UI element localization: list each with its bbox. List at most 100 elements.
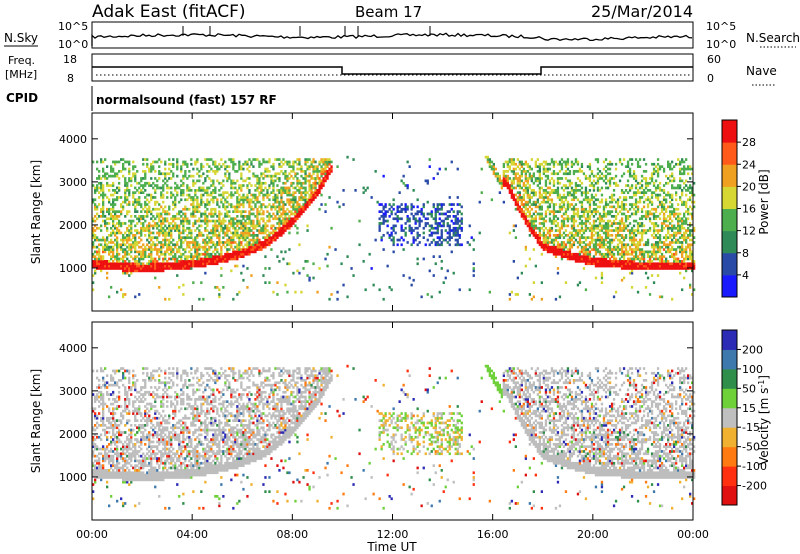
power-cell: [644, 181, 648, 185]
power-cell: [434, 207, 437, 211]
power-cell: [278, 260, 281, 263]
power-cell: [304, 260, 307, 263]
power-cell: [422, 236, 425, 239]
power-cell: [436, 229, 439, 232]
power-cell: [306, 260, 309, 263]
power-cell: [556, 162, 560, 166]
power-cell: [542, 191, 545, 194]
power-cell: [582, 248, 586, 251]
power-cell: [566, 248, 570, 251]
power-cell: [592, 207, 596, 211]
power-cell: [156, 269, 159, 273]
power-cell: [214, 224, 217, 228]
power-cell: [582, 222, 586, 225]
power-cell: [162, 257, 165, 261]
power-cell: [224, 260, 227, 263]
power-cell: [280, 160, 283, 164]
power-cell: [226, 257, 229, 261]
power-cell: [130, 219, 133, 223]
power-cell: [320, 174, 323, 178]
power-cell: [550, 210, 554, 213]
power-cell: [198, 248, 201, 251]
power-cell: [550, 189, 554, 192]
power-cell: [190, 236, 193, 239]
power-cell: [296, 269, 299, 273]
power-cell: [112, 170, 115, 173]
power-cell: [292, 165, 295, 168]
power-cell: [244, 226, 247, 230]
power-cell: [236, 245, 239, 249]
power-cell: [294, 191, 297, 194]
power-cell: [226, 224, 229, 228]
power-cell: [258, 212, 261, 216]
power-cell: [208, 200, 211, 204]
power-cell: [212, 255, 215, 258]
power-cell: [280, 229, 283, 232]
power-cell: [138, 260, 141, 263]
power-cell: [630, 236, 634, 239]
power-cell: [634, 210, 638, 213]
power-cell: [276, 177, 279, 180]
power-cell: [646, 252, 650, 256]
power-cell: [102, 212, 105, 216]
power-cell: [272, 238, 275, 242]
power-cell: [620, 219, 624, 223]
power-cell: [648, 267, 652, 270]
power-cell: [454, 231, 457, 235]
power-cell: [442, 212, 445, 216]
power-cell: [118, 170, 121, 173]
power-cell: [234, 191, 237, 194]
power-cell: [292, 198, 295, 202]
power-cell: [156, 184, 159, 187]
power-cell: [558, 252, 562, 256]
power-cell: [308, 186, 311, 190]
power-cell: [596, 264, 600, 268]
power-cell: [436, 241, 439, 244]
noise-trace: [91, 26, 693, 46]
power-cell: [278, 179, 281, 183]
power-cell: [520, 172, 523, 176]
power-cell: [636, 160, 640, 164]
power-cell: [288, 222, 291, 225]
power-cell: [100, 215, 103, 218]
power-cell: [656, 205, 660, 209]
power-cell: [108, 222, 111, 225]
power-cell: [254, 198, 257, 202]
power-cell: [458, 226, 461, 230]
power-cell: [230, 158, 233, 161]
power-cell: [630, 238, 634, 242]
power-cell: [626, 229, 630, 232]
power-cell: [270, 226, 273, 230]
power-cell: [164, 174, 167, 178]
power-cell: [240, 234, 243, 237]
power-cell: [660, 226, 664, 230]
power-cell: [667, 250, 670, 254]
power-cell: [584, 252, 588, 256]
power-cell: [196, 262, 199, 266]
power-cell: [658, 167, 662, 171]
power-cell: [488, 158, 491, 161]
power-cell: [662, 264, 666, 268]
power-cell: [294, 224, 297, 228]
power-cell: [280, 189, 283, 192]
power-cell: [638, 257, 642, 261]
power-cell: [240, 222, 243, 225]
power-cell: [190, 260, 193, 263]
power-cell: [592, 243, 596, 247]
power-cell: [202, 260, 205, 263]
power-cell: [404, 184, 407, 187]
power-cell: [552, 234, 556, 237]
power-cell: [164, 172, 167, 176]
power-cell: [669, 165, 672, 168]
power-cell: [562, 252, 566, 256]
power-cell: [671, 238, 674, 242]
power-cell: [534, 215, 537, 218]
power-cell: [312, 191, 315, 194]
power-cell: [172, 248, 175, 251]
power-cell: [324, 162, 327, 166]
power-cell: [472, 262, 475, 266]
power-cell: [180, 191, 183, 194]
power-cell: [416, 257, 419, 261]
power-cell: [224, 198, 227, 202]
power-cell: [204, 264, 207, 268]
